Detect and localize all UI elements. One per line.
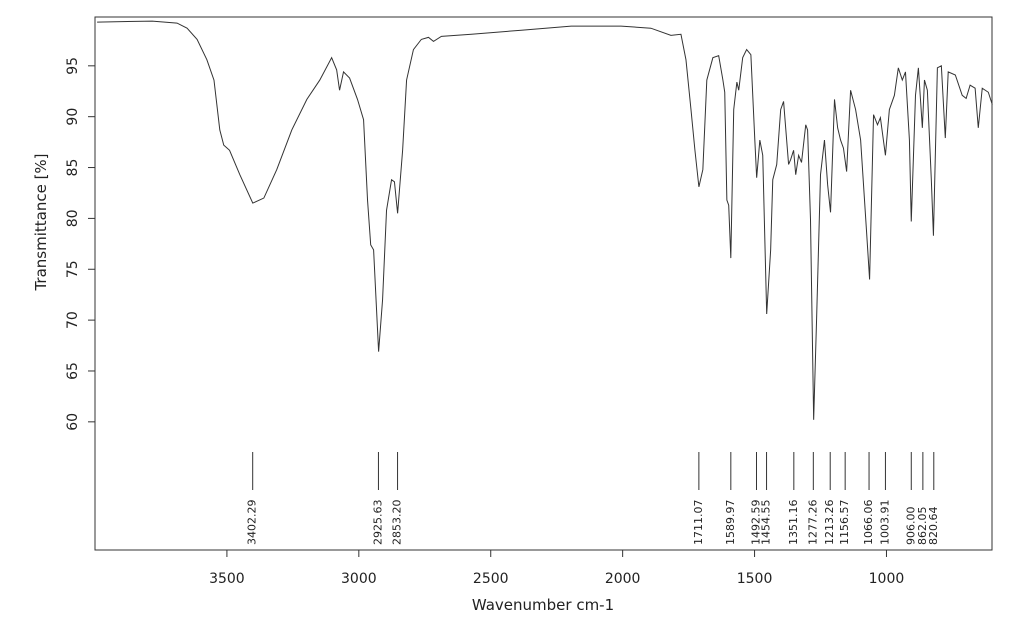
y-tick-label: 90 xyxy=(65,108,81,126)
x-tick-label: 2500 xyxy=(473,571,509,587)
peak-label: 820.64 xyxy=(927,507,940,546)
x-axis-label: Wavenumber cm-1 xyxy=(472,596,614,614)
x-tick-label: 1500 xyxy=(737,571,773,587)
y-tick-label: 60 xyxy=(65,413,81,431)
peak-label: 2853.20 xyxy=(391,500,404,546)
plot-frame xyxy=(94,16,993,551)
peak-label: 3402.29 xyxy=(246,500,259,546)
y-tick-label: 65 xyxy=(65,362,81,380)
y-tick-label: 95 xyxy=(65,57,81,75)
y-tick-label: 75 xyxy=(65,260,81,278)
peak-label: 1277.26 xyxy=(806,500,819,546)
peak-label: 1454.55 xyxy=(760,500,773,546)
peak-label: 862.05 xyxy=(916,507,929,546)
peak-label: 1351.16 xyxy=(787,500,800,546)
y-tick-label: 70 xyxy=(65,311,81,329)
x-tick-label: 3500 xyxy=(209,571,245,587)
peak-label: 1213.26 xyxy=(823,500,836,546)
peak-label: 1156.57 xyxy=(838,500,851,546)
peak-label: 1066.06 xyxy=(862,500,875,546)
peak-label: 906.00 xyxy=(904,507,917,546)
x-tick-label: 3000 xyxy=(341,571,377,587)
peak-label: 1492.59 xyxy=(750,500,763,546)
peak-label: 1711.07 xyxy=(692,500,705,546)
peak-label: 1003.91 xyxy=(878,500,891,546)
x-tick-label: 2000 xyxy=(605,571,641,587)
y-tick-label: 85 xyxy=(65,159,81,177)
peak-label: 2925.63 xyxy=(371,500,384,546)
y-axis-label: Transmittance [%] xyxy=(32,153,50,291)
peak-label: 1589.97 xyxy=(724,500,737,546)
x-tick-label: 1000 xyxy=(869,571,905,587)
y-tick-label: 80 xyxy=(65,209,81,227)
spectrum-line xyxy=(97,20,993,420)
